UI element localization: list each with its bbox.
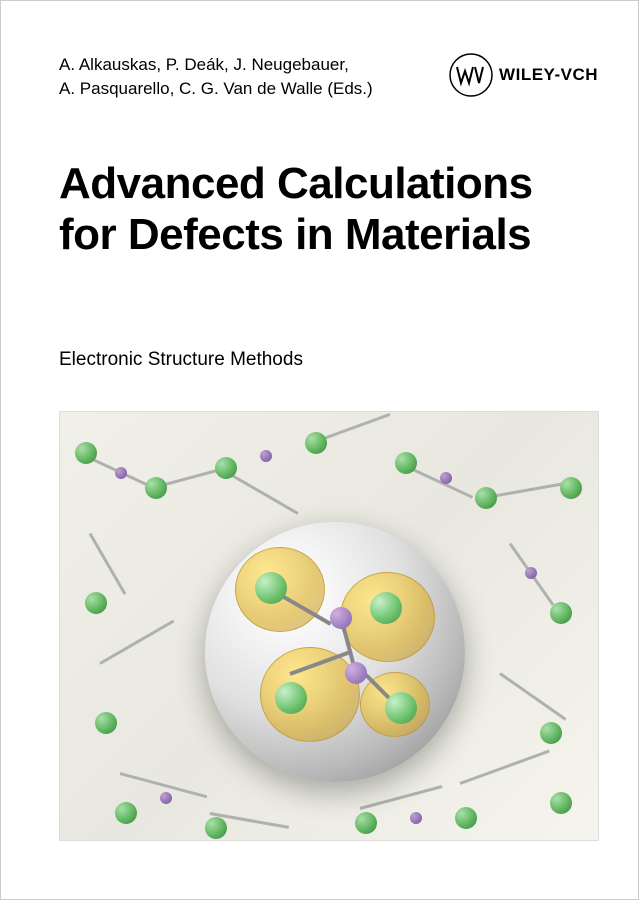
- lattice-atom: [145, 477, 167, 499]
- central-sphere: [205, 522, 465, 782]
- publisher-logo: WILEY-VCH: [449, 53, 598, 97]
- editors-line-1: A. Alkauskas, P. Deák, J. Neugebauer,: [59, 53, 373, 77]
- lattice-atom: [560, 477, 582, 499]
- lattice-atom: [540, 722, 562, 744]
- inner-atom-small: [345, 662, 367, 684]
- lattice-atom: [550, 792, 572, 814]
- lattice-atom: [475, 487, 497, 509]
- subtitle: Electronic Structure Methods: [59, 349, 303, 371]
- lattice-atom: [115, 802, 137, 824]
- inner-atom: [255, 572, 287, 604]
- title-line-2: for Defects in Materials: [59, 210, 598, 261]
- lattice-atom-small: [440, 472, 452, 484]
- header-row: A. Alkauskas, P. Deák, J. Neugebauer, A.…: [59, 53, 598, 101]
- lattice-atom: [205, 817, 227, 839]
- lattice-atom-small: [525, 567, 537, 579]
- lattice-atom: [455, 807, 477, 829]
- publisher-name: WILEY-VCH: [499, 65, 598, 85]
- lattice-atom-small: [160, 792, 172, 804]
- title-line-1: Advanced Calculations: [59, 159, 598, 210]
- wiley-logo-icon: [449, 53, 493, 97]
- inner-atom-small: [330, 607, 352, 629]
- lattice-atom: [550, 602, 572, 624]
- bond: [459, 750, 549, 785]
- lattice-atom: [95, 712, 117, 734]
- lattice-atom-small: [260, 450, 272, 462]
- lattice-atom: [215, 457, 237, 479]
- lattice-atom: [85, 592, 107, 614]
- bond: [360, 785, 443, 810]
- editors-line-2: A. Pasquarello, C. G. Van de Walle (Eds.…: [59, 77, 373, 101]
- editors-block: A. Alkauskas, P. Deák, J. Neugebauer, A.…: [59, 53, 373, 101]
- bond: [89, 533, 127, 595]
- inner-atom: [385, 692, 417, 724]
- lattice-atom: [75, 442, 97, 464]
- cover-illustration: [59, 411, 599, 841]
- bond: [499, 672, 566, 720]
- bond: [99, 620, 174, 665]
- molecular-lattice: [60, 412, 598, 840]
- lattice-atom: [355, 812, 377, 834]
- lattice-atom: [395, 452, 417, 474]
- lattice-atom-small: [410, 812, 422, 824]
- inner-atom: [275, 682, 307, 714]
- inner-atom: [370, 592, 402, 624]
- lattice-atom: [305, 432, 327, 454]
- book-cover: A. Alkauskas, P. Deák, J. Neugebauer, A.…: [0, 0, 639, 900]
- title-block: Advanced Calculations for Defects in Mat…: [59, 159, 598, 260]
- lattice-atom-small: [115, 467, 127, 479]
